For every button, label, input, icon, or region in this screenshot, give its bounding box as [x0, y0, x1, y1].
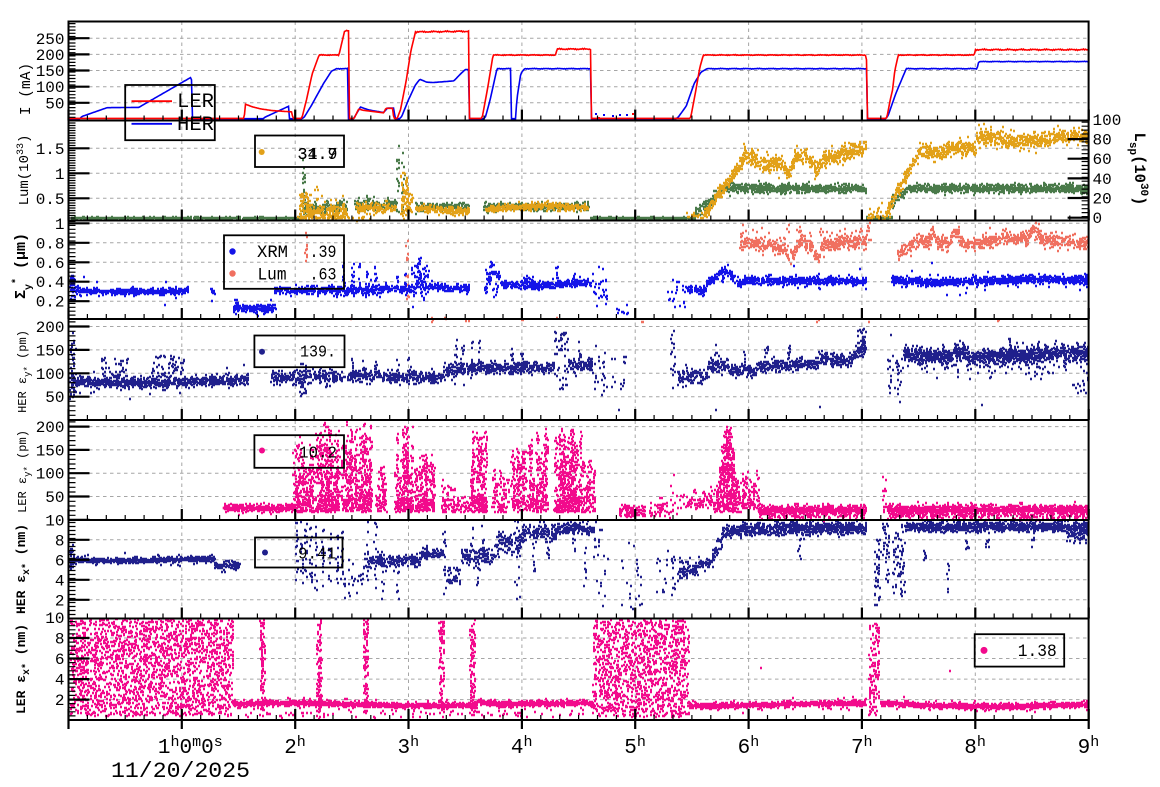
svg-text:200: 200	[36, 47, 65, 65]
svg-text:4: 4	[55, 572, 65, 590]
svg-text:LER εy* (pm): LER εy* (pm)	[16, 430, 33, 513]
svg-text:.39: .39	[310, 243, 337, 263]
svg-text:HER εx* (nm): HER εx* (nm)	[14, 524, 33, 614]
svg-text:LER εx* (nm): LER εx* (nm)	[14, 624, 33, 714]
svg-text:XRM: XRM	[257, 243, 288, 263]
svg-text:250: 250	[36, 31, 65, 49]
svg-text:6: 6	[55, 651, 65, 669]
svg-text:0.2: 0.2	[36, 294, 65, 312]
svg-text:4: 4	[55, 672, 65, 690]
svg-text:50: 50	[45, 489, 64, 507]
svg-text:I (mA): I (mA)	[19, 63, 35, 115]
svg-text:200: 200	[36, 419, 65, 437]
svg-text:60: 60	[1093, 151, 1112, 169]
svg-text:8: 8	[55, 631, 65, 649]
svg-text:6: 6	[55, 552, 65, 570]
svg-text:.63: .63	[310, 266, 337, 286]
svg-text:LER: LER	[177, 91, 214, 114]
svg-text:9.41: 9.41	[298, 546, 336, 565]
svg-text:10.2: 10.2	[299, 445, 337, 464]
svg-text:1: 1	[55, 216, 65, 234]
svg-text:150: 150	[36, 442, 65, 460]
svg-text:200: 200	[36, 319, 65, 337]
svg-text:10: 10	[45, 512, 64, 530]
svg-text:31.7: 31.7	[298, 146, 338, 165]
svg-text:20: 20	[1093, 191, 1112, 209]
svg-text:0: 0	[1093, 210, 1103, 228]
svg-text:0.4: 0.4	[36, 274, 65, 292]
svg-text:0.8: 0.8	[36, 235, 65, 253]
svg-text:100: 100	[36, 466, 65, 484]
svg-text:150: 150	[36, 63, 65, 81]
svg-text:8: 8	[55, 532, 65, 550]
svg-text:139.: 139.	[300, 344, 336, 363]
svg-text:1: 1	[55, 166, 65, 184]
svg-text:HER εy* (pm): HER εy* (pm)	[16, 330, 33, 413]
svg-text:1.38: 1.38	[1018, 642, 1057, 662]
svg-text:100: 100	[36, 366, 65, 384]
svg-text:150: 150	[36, 342, 65, 360]
svg-text:40: 40	[1093, 171, 1112, 189]
svg-text:50: 50	[45, 95, 64, 113]
svg-text:0.5: 0.5	[36, 191, 65, 209]
svg-text:80: 80	[1093, 132, 1112, 150]
svg-text:1h0m0s: 1h0m0s	[158, 734, 223, 760]
svg-text:1.5: 1.5	[36, 141, 65, 159]
svg-text:2: 2	[55, 692, 65, 710]
svg-text:100: 100	[36, 79, 65, 97]
svg-text:HER: HER	[177, 114, 214, 137]
svg-text:10: 10	[45, 610, 64, 628]
svg-text:11/20/2025: 11/20/2025	[111, 759, 250, 782]
svg-text:Lum: Lum	[258, 266, 287, 286]
svg-text:50: 50	[45, 389, 64, 407]
svg-text:100: 100	[1093, 112, 1122, 130]
svg-text:34.9: 34.9	[298, 146, 338, 165]
svg-text:0.6: 0.6	[36, 255, 65, 273]
svg-text:2: 2	[55, 592, 65, 610]
